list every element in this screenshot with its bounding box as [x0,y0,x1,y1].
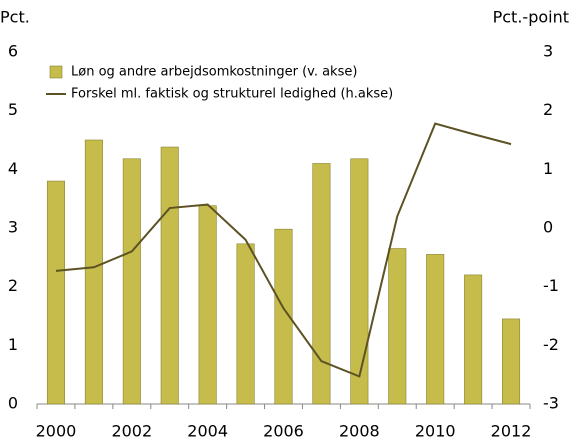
bar [160,146,179,405]
bar [236,243,255,405]
y-tick-label: 0 [8,394,18,413]
line [55,122,512,378]
bar [464,274,483,405]
x-tick-label: 2006 [263,422,304,441]
bar [426,254,445,405]
x-tick-label: 2010 [415,422,456,441]
bar [198,205,217,405]
bar [274,228,293,405]
x-tick-label: 2000 [36,422,77,441]
legend-label: Forskel ml. faktisk og strukturel ledigh… [71,87,393,102]
y2-tick-label: -2 [543,335,559,354]
y-tick-label: 4 [8,159,18,178]
y2-tick-label: -3 [543,394,559,413]
y-tick-label: 2 [8,276,18,295]
legend-swatch [49,65,63,79]
x-tick-label: 2004 [187,422,228,441]
y-tick-label: 5 [8,100,18,119]
y-tick-label: 6 [8,42,18,61]
bar [502,318,521,405]
x-tick-label: 2008 [339,422,380,441]
y2-tick-label: 0 [543,218,553,237]
x-tick-label: 2012 [491,422,532,441]
y-tick-label: 1 [8,335,18,354]
bar [84,139,103,405]
y2-tick-label: 1 [543,159,553,178]
y2-tick-label: 3 [543,42,553,61]
y2-tick-label: -1 [543,276,559,295]
x-tick-label: 2002 [111,422,152,441]
bar [388,248,407,405]
legend-label: Løn og andre arbejdsomkostninger (v. aks… [71,65,357,80]
bar [122,158,141,405]
y2-axis-title: Pct.-point [493,8,569,27]
y-tick-label: 3 [8,218,18,237]
y2-tick-label: 2 [543,100,553,119]
y-axis-title: Pct. [0,8,30,27]
bar [46,180,65,405]
bar [350,158,369,405]
bar [312,163,331,405]
